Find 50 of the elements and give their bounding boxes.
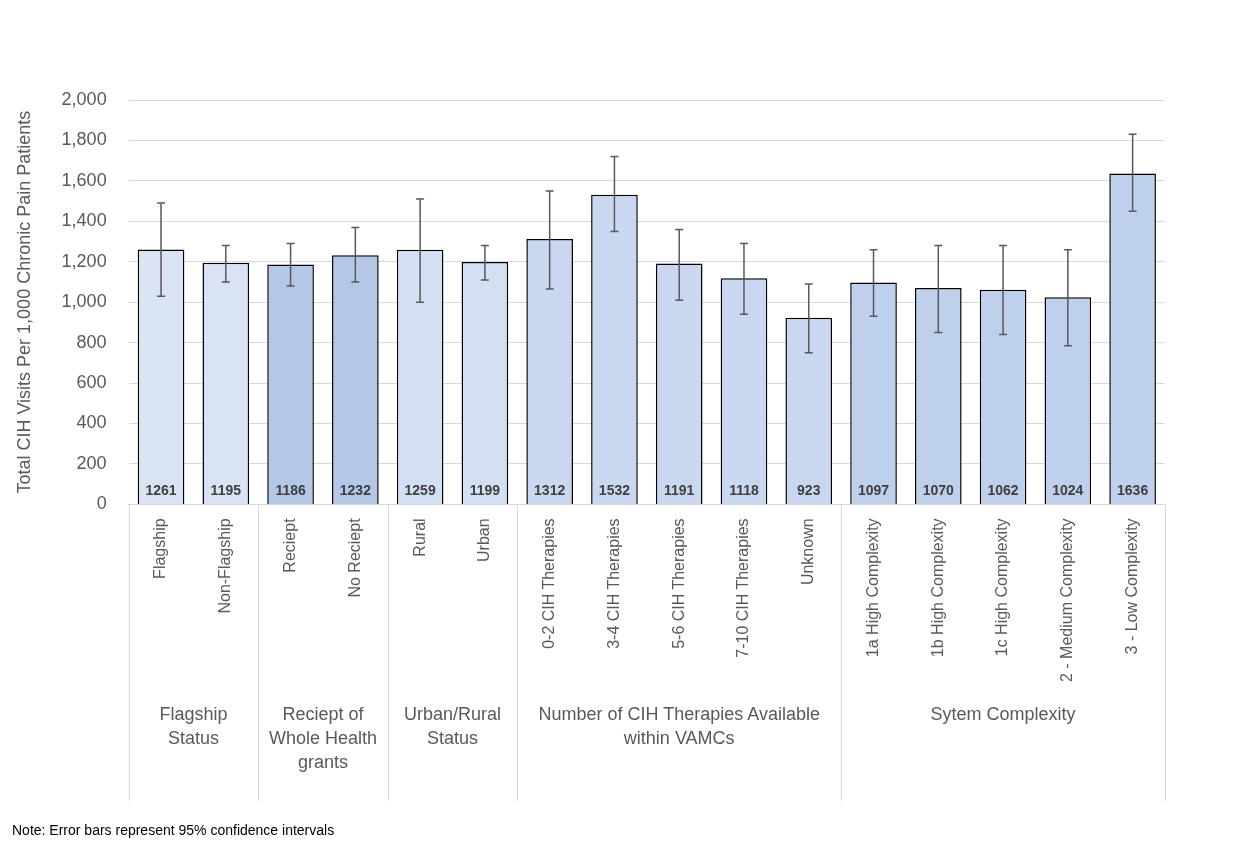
y-tick-label: 1,800 <box>61 129 107 150</box>
data-label: 1118 <box>729 482 759 499</box>
x-tick-label: 3 - Low Complexity <box>1123 518 1141 655</box>
data-label: 1062 <box>987 482 1019 499</box>
data-label: 1261 <box>145 482 177 499</box>
data-label: 1232 <box>339 482 372 499</box>
data-label: 1191 <box>664 482 695 499</box>
data-label: 1070 <box>922 482 955 499</box>
x-tick-label: Non-Flagship <box>216 518 234 614</box>
x-tick-label: 1a High Complexity <box>863 518 881 658</box>
x-tick-label: Rural <box>410 518 428 557</box>
x-tick-label: No Reciept <box>345 517 363 598</box>
text: Reciept of Whole Health grants <box>268 703 377 772</box>
y-tick-label: 800 <box>76 331 107 352</box>
data-label: 1532 <box>598 482 631 499</box>
data-label: 1097 <box>857 482 890 499</box>
x-tick-label: Unknown <box>799 518 817 586</box>
data-label: 1024 <box>1052 482 1084 499</box>
y-tick-label: 2,000 <box>61 88 107 109</box>
text: Flagship Status <box>159 703 228 748</box>
x-tick-label: 1c High Complexity <box>993 518 1011 657</box>
data-label: 1199 <box>469 482 501 499</box>
x-tick-label: 0-2 CIH Therapies <box>540 518 558 649</box>
data-label: 1186 <box>275 482 306 499</box>
data-label: 1195 <box>210 482 242 499</box>
x-tick-label: 5-6 CIH Therapies <box>669 518 687 649</box>
x-tick-label: Reciept <box>280 517 298 573</box>
data-label: 1636 <box>1117 482 1149 499</box>
y-axis-title: Total CIH Visits Per 1,000 Chronic Pain Patients <box>13 110 34 494</box>
y-tick-label: 400 <box>76 412 107 433</box>
text: Sytem Complexity <box>930 703 1076 724</box>
x-tick-label: Urban <box>475 518 493 562</box>
x-tick-label: 2 - Medium Complexity <box>1058 518 1076 683</box>
y-tick-label: 0 <box>96 493 107 514</box>
data-label: 923 <box>797 482 821 499</box>
text: Urban/Rural Status <box>403 703 502 748</box>
y-tick-label: 1,200 <box>61 250 107 271</box>
y-tick-label: 200 <box>76 452 107 473</box>
x-tick-label: 1b High Complexity <box>928 518 946 658</box>
data-label: 1259 <box>404 482 436 499</box>
y-tick-label: 1,000 <box>61 291 107 312</box>
text: Note: Error bars represent 95% confidence intervals <box>12 821 335 838</box>
y-tick-label: 1,400 <box>61 210 107 231</box>
y-tick-label: 600 <box>76 372 107 393</box>
y-tick-label: 1,600 <box>61 169 107 190</box>
x-tick-label: 7-10 CIH Therapies <box>734 518 752 658</box>
text: Number of CIH Therapies Available within VAMCs <box>538 703 820 748</box>
x-tick-label: 3-4 CIH Therapies <box>604 518 622 649</box>
x-tick-label: Flagship <box>151 518 169 579</box>
data-label: 1312 <box>534 482 566 499</box>
